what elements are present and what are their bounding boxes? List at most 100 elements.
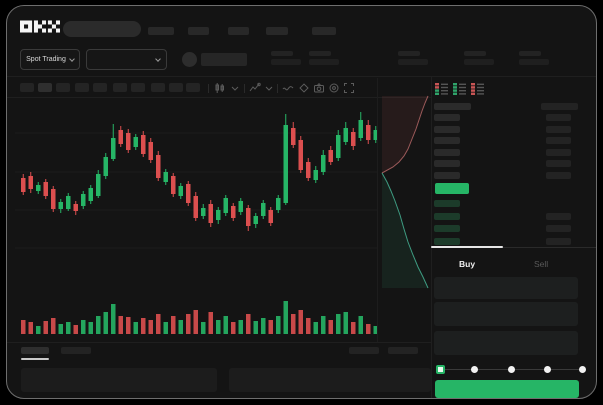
total-input[interactable] [434,331,578,355]
trade-tabs-divider [431,247,596,248]
orderbook-header-price [434,103,471,110]
draw-tool-icon[interactable] [298,82,310,94]
chevron-down-icon[interactable] [229,82,241,94]
line-tool-icon[interactable] [282,82,294,94]
nav-item-placeholder[interactable] [148,27,174,35]
orderbook-price-placeholder [434,200,460,207]
ticker-stat-label [309,51,331,56]
nav-item-placeholder[interactable] [266,27,288,35]
slider-stop[interactable] [579,366,586,373]
nav-item-placeholder[interactable] [228,27,249,35]
buy-tab-indicator [431,246,503,248]
app-window: Spot Trading [6,5,597,399]
orderbook-ask-row[interactable] [434,171,578,179]
last-price-badge[interactable] [435,183,469,194]
indicator-icon[interactable] [249,82,261,94]
nav-item-placeholder[interactable] [312,27,336,35]
price-input[interactable] [434,277,578,299]
orderbook-bid-row[interactable] [434,200,578,207]
camera-icon[interactable] [313,82,325,94]
timeframe-button[interactable] [93,83,107,92]
volume-chart[interactable] [15,294,377,336]
search-input[interactable] [63,21,141,37]
toolbar-divider [277,84,278,93]
orderbook-mode-bids-icon[interactable] [453,83,466,95]
chevron-down-icon [155,55,161,62]
tab-buy[interactable]: Buy [459,259,476,269]
timeframe-button[interactable] [75,83,89,92]
orderbook-price-placeholder [434,148,460,156]
orderbook-amount-placeholder [546,148,571,156]
orderbook-ask-row[interactable] [434,114,578,121]
timeframe-button[interactable] [151,83,165,92]
orderbook-mode-combined-icon[interactable] [435,83,448,95]
ticker-stat-label [464,51,486,56]
orderbook-header-amount [541,103,578,110]
bottom-tab[interactable] [61,347,91,354]
tab-sell[interactable]: Sell [534,259,549,269]
timeframe-button[interactable] [20,83,34,92]
amount-slider[interactable] [436,365,586,374]
timeframe-button-active[interactable] [38,83,52,92]
market-type-label: Spot Trading [26,56,66,63]
ticker-stat-value [271,59,301,65]
chart-depth-divider [377,78,378,342]
orderbook-price-placeholder [434,114,460,121]
orderbook-price-placeholder [434,137,460,144]
orderbook-price-placeholder [434,225,460,232]
pair-name-placeholder [201,53,247,66]
depth-chart[interactable] [379,95,431,290]
orderbook-price-placeholder [434,212,460,220]
orderbook-price-placeholder [434,160,460,167]
ticker-stat-label [519,51,541,56]
toolbar-divider [244,84,245,93]
market-type-dropdown[interactable]: Spot Trading [20,49,80,70]
settings-icon[interactable] [328,82,340,94]
orderbook-bid-row[interactable] [434,237,578,245]
orderbook-price-placeholder [434,125,460,133]
amount-input[interactable] [434,302,578,326]
pair-selector-dropdown[interactable] [86,49,167,70]
candle-style-icon[interactable] [214,82,226,94]
toolbar-divider [208,84,209,93]
chevron-down-icon [69,55,75,62]
slider-handle[interactable] [436,365,445,374]
coin-icon [182,52,197,67]
orderbook-bid-row[interactable] [434,225,578,232]
nav-item-placeholder[interactable] [188,27,209,35]
bottom-action-placeholder[interactable] [388,347,418,354]
buy-submit-button[interactable] [435,380,579,398]
slider-stop[interactable] [471,366,478,373]
orderbook-ask-row[interactable] [434,137,578,144]
orderbook-bid-row[interactable] [434,212,578,220]
candlestick-chart[interactable] [15,100,377,290]
orderbook-ask-row[interactable] [434,160,578,167]
timeframe-button[interactable] [131,83,145,92]
timeframe-button[interactable] [113,83,127,92]
bottom-panel-left [21,368,217,392]
ticker-stat-value [464,59,494,65]
bottom-section-divider [7,342,431,343]
slider-stop[interactable] [508,366,515,373]
bottom-tab-underline [21,358,49,360]
timeframe-button[interactable] [186,83,200,92]
ticker-stat-label [398,51,420,56]
okx-logo[interactable] [20,20,60,33]
ticker-stat-value [398,59,428,65]
orderbook-mode-asks-icon[interactable] [471,83,484,95]
toolbar-divider [7,97,431,98]
bottom-panel-right [229,368,431,392]
chevron-down-icon[interactable] [263,82,275,94]
timeframe-button[interactable] [169,83,183,92]
bottom-action-placeholder[interactable] [349,347,379,354]
orderbook-ask-row[interactable] [434,125,578,133]
orderbook-amount-placeholder [546,225,571,232]
ticker-stat-label [271,51,293,56]
bottom-tab-active[interactable] [21,347,49,354]
ticker-stat-value [309,59,339,65]
timeframe-button[interactable] [56,83,70,92]
slider-stop[interactable] [544,366,551,373]
orderbook-ask-row[interactable] [434,148,578,156]
fullscreen-icon[interactable] [343,82,355,94]
orderbook-amount-placeholder [546,137,571,144]
